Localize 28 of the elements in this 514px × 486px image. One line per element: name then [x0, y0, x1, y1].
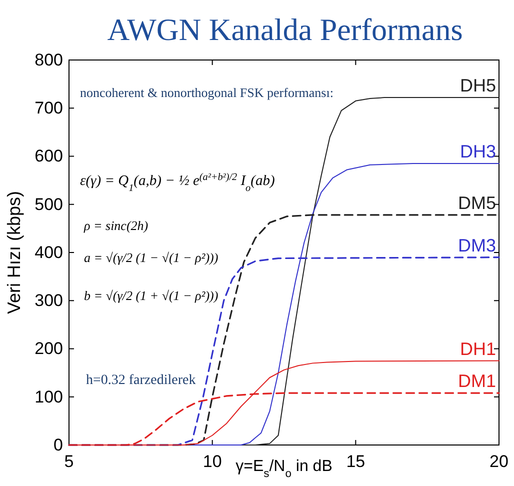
annotation: a = √(γ/2 (1 − √(1 − ρ²))) [84, 250, 218, 265]
x-tick-label: 5 [64, 452, 74, 472]
y-tick-label: 500 [34, 194, 63, 214]
x-tick-label: 15 [346, 452, 366, 472]
series-label: DM3 [458, 235, 496, 256]
y-axis-title: Veri Hızı (kbps) [4, 190, 24, 314]
y-tick-label: 0 [54, 435, 63, 454]
series-label: DM1 [458, 371, 496, 392]
y-tick-label: 300 [34, 291, 63, 310]
series-label: DH1 [460, 338, 496, 359]
chart-title: AWGN Kanalda Performans [107, 12, 463, 47]
annotation: noncoherent & nonorthogonal FSK performansı: [80, 85, 334, 100]
x-tick-label: 10 [202, 452, 222, 472]
x-axis-title: γ=E$_{s}$/N$_{o}$ in dB [236, 458, 332, 480]
annotation: b = √(γ/2 (1 + √(1 − ρ²))) [84, 288, 218, 303]
y-tick-label: 800 [34, 50, 63, 70]
series-label: DH3 [460, 141, 496, 162]
annotation: ε(γ) = Q$_{1}$(a,b) − ½ e$^{(a²+b²)/2}$ I$_{o}$(ab) [80, 172, 275, 194]
x-tick-label: 20 [490, 452, 508, 472]
y-tick-label: 100 [34, 387, 63, 406]
y-tick-label: 600 [34, 146, 63, 166]
series-label: DM5 [458, 192, 496, 213]
y-tick-label: 200 [34, 339, 63, 358]
annotation: h=0.32 farzedilerek [86, 373, 196, 388]
y-tick-label: 400 [34, 242, 63, 262]
series-label: DH5 [460, 76, 496, 96]
annotation: ρ = sinc(2h) [83, 218, 148, 233]
y-tick-label: 700 [34, 98, 63, 118]
